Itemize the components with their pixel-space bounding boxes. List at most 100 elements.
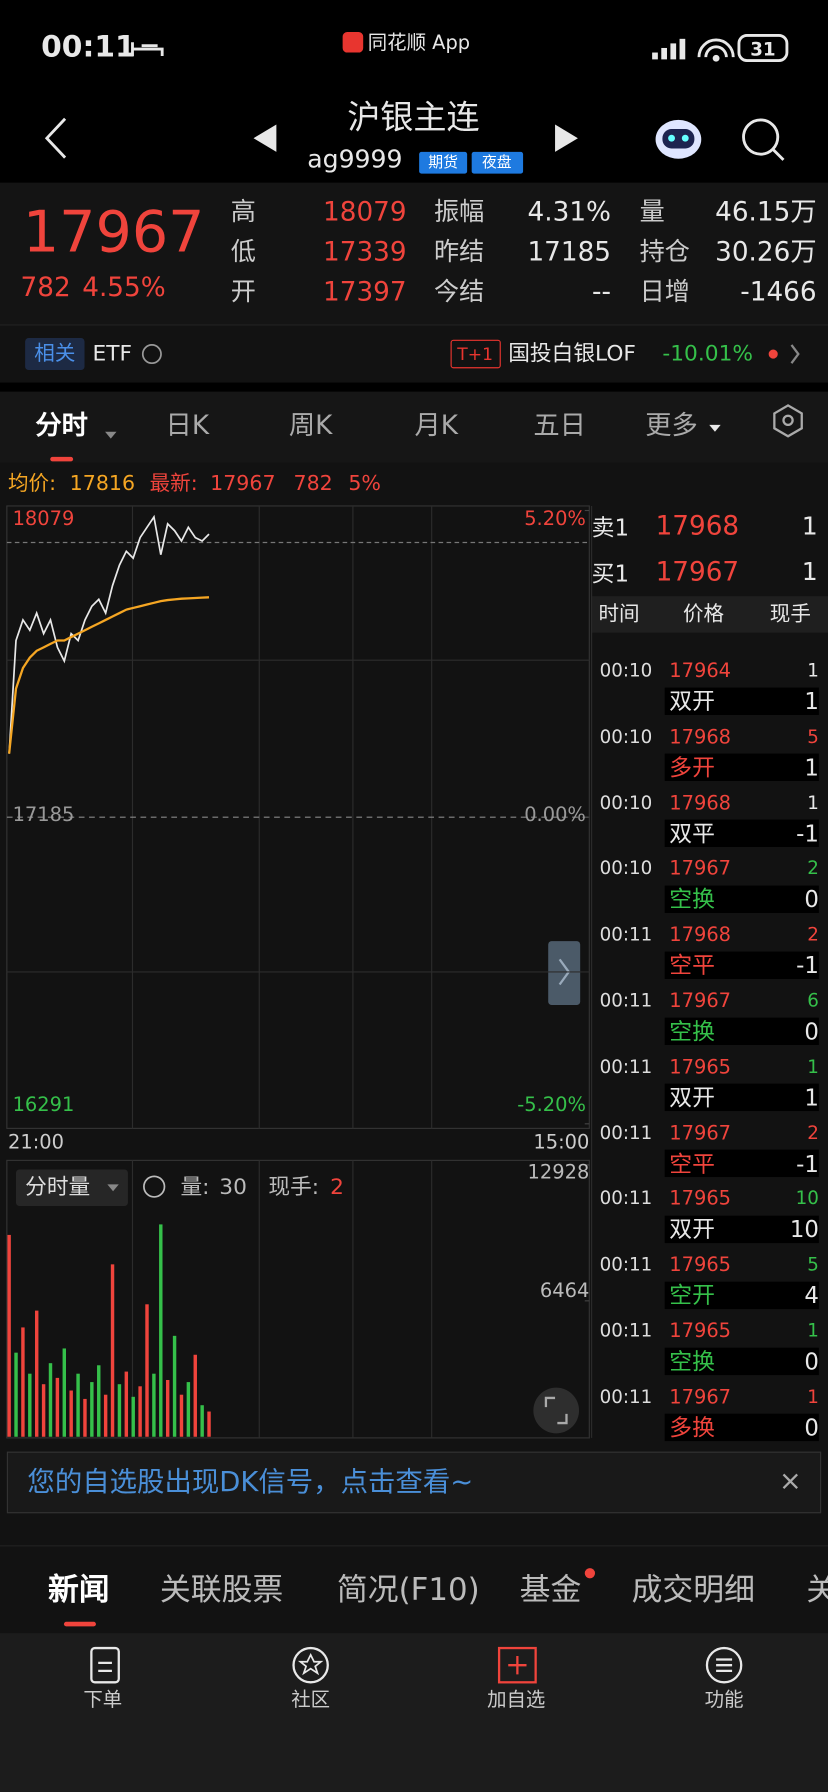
bottom-tab[interactable]: 关 <box>806 1572 828 1609</box>
x-label: 21:00 <box>7 1131 64 1155</box>
y-tick-label: 17185 <box>12 803 75 827</box>
collapse-handle[interactable] <box>548 941 581 1006</box>
volume-bar <box>165 1379 170 1437</box>
battery-level: 31 <box>750 38 776 60</box>
expand-button[interactable] <box>533 1387 580 1434</box>
stat-value: 17185 <box>527 237 612 268</box>
nav-item[interactable]: 下单 <box>83 1688 123 1712</box>
next-icon[interactable] <box>555 124 578 152</box>
book-price: 17967 <box>655 557 740 588</box>
selector-box[interactable] <box>15 1169 128 1207</box>
stat-value: -1466 <box>740 277 817 308</box>
volume-bar <box>131 1396 135 1437</box>
volume-bar <box>124 1371 129 1437</box>
volume-bar <box>62 1348 66 1437</box>
volume-bar <box>48 1363 53 1437</box>
trade-price: 17967 <box>669 857 732 881</box>
related-bar <box>0 324 828 384</box>
stat-label: 昨结 <box>433 238 485 268</box>
trade-vol: 10 <box>795 1187 819 1210</box>
trade-price: 17967 <box>669 989 732 1013</box>
nav-bar <box>0 1633 828 1792</box>
prev-icon[interactable] <box>253 124 277 152</box>
trade-type-bg <box>664 1347 819 1376</box>
bottom-tab[interactable]: 新闻 <box>47 1572 110 1608</box>
trade-vol: 2 <box>807 1121 819 1144</box>
avg: 17816 <box>69 471 136 496</box>
vol-label: 量: <box>180 1174 210 1200</box>
volume-bar <box>110 1264 115 1437</box>
trade-type-bg <box>664 1083 819 1112</box>
banner-text[interactable]: 您的自选股出现DK信号，点击查看~ <box>27 1466 474 1498</box>
trade-type: 多开 <box>669 753 715 781</box>
y2-tick-label: -5.20% <box>517 1093 586 1117</box>
volume-bar <box>34 1310 39 1437</box>
tab: 日K <box>165 411 210 442</box>
volume-bar <box>83 1398 87 1437</box>
hand: 2 <box>330 1174 344 1200</box>
stat-value: 17339 <box>323 237 407 268</box>
news-underline <box>63 1621 96 1627</box>
nav-item[interactable]: 社区 <box>291 1688 331 1712</box>
title: 沪银主连 <box>347 97 480 137</box>
avg-line <box>8 596 210 754</box>
bottom-tab[interactable]: 基金 <box>519 1572 582 1608</box>
trade-vol: 1 <box>807 791 819 814</box>
trade-header-bg <box>591 596 828 633</box>
stat-label: 开 <box>230 278 256 308</box>
banner[interactable] <box>6 1451 822 1514</box>
robot-icon[interactable] <box>655 119 702 159</box>
stat-label: 振幅 <box>433 198 485 228</box>
nav-item[interactable]: 加自选 <box>487 1688 546 1712</box>
volume-bar <box>14 1352 18 1437</box>
trade-type-bg <box>664 1281 819 1310</box>
trade-time: 00:10 <box>599 857 653 880</box>
code: ag9999 <box>307 145 403 175</box>
icons <box>44 33 803 1684</box>
trade-price: 17965 <box>669 1254 732 1277</box>
latest-pct: 5% <box>348 471 381 496</box>
trade-type-bg <box>664 1149 819 1178</box>
trade-type: 双开 <box>669 1215 715 1244</box>
trade-type-bg <box>664 885 819 913</box>
stat-label: 低 <box>230 238 256 268</box>
etf: ETF <box>92 341 132 367</box>
nav-item[interactable]: 功能 <box>704 1688 744 1712</box>
stat-value: 46.15万 <box>715 197 817 228</box>
latest-label: 最新: <box>149 471 198 496</box>
price-line <box>8 514 210 754</box>
trade-price: 17968 <box>669 791 732 815</box>
trade-type: 双平 <box>669 819 715 847</box>
trade-type-bg <box>664 951 819 980</box>
avg-label: 均价: <box>7 471 57 496</box>
trade-vol: 5 <box>807 1253 819 1276</box>
trade-hand: 1 <box>804 1083 819 1112</box>
trade-vol: 1 <box>807 1385 819 1408</box>
stat-value: 17397 <box>323 277 407 308</box>
hand-label: 现手: <box>268 1174 320 1200</box>
bottom-tab[interactable]: 成交明细 <box>631 1572 755 1608</box>
trade-price: 17967 <box>669 1121 732 1145</box>
trade-vol: 5 <box>807 725 819 748</box>
trade-time: 00:11 <box>599 1055 653 1078</box>
stat-value: 30.26万 <box>715 237 817 268</box>
trade-type: 空换 <box>669 1017 715 1046</box>
volume-bar <box>172 1335 177 1437</box>
trade-price: 17968 <box>669 923 732 947</box>
bottom-tab[interactable]: 关联股票 <box>159 1572 284 1608</box>
trade-type-bg <box>664 1215 819 1244</box>
trade-type: 双开 <box>669 1083 715 1112</box>
book-label: 卖1 <box>591 513 629 542</box>
trade-type: 空平 <box>669 951 715 979</box>
trade-time: 00:10 <box>599 659 653 682</box>
trade-vol: 2 <box>807 923 819 946</box>
volume-bar <box>152 1373 156 1437</box>
search-icon[interactable] <box>742 118 780 156</box>
trade-time: 00:11 <box>599 923 653 946</box>
fund: 国投白银LOF <box>508 341 636 367</box>
back-icon[interactable] <box>44 117 67 159</box>
tab: 分时 <box>35 411 88 442</box>
bottom-tab[interactable]: 简况(F10) <box>336 1572 480 1608</box>
